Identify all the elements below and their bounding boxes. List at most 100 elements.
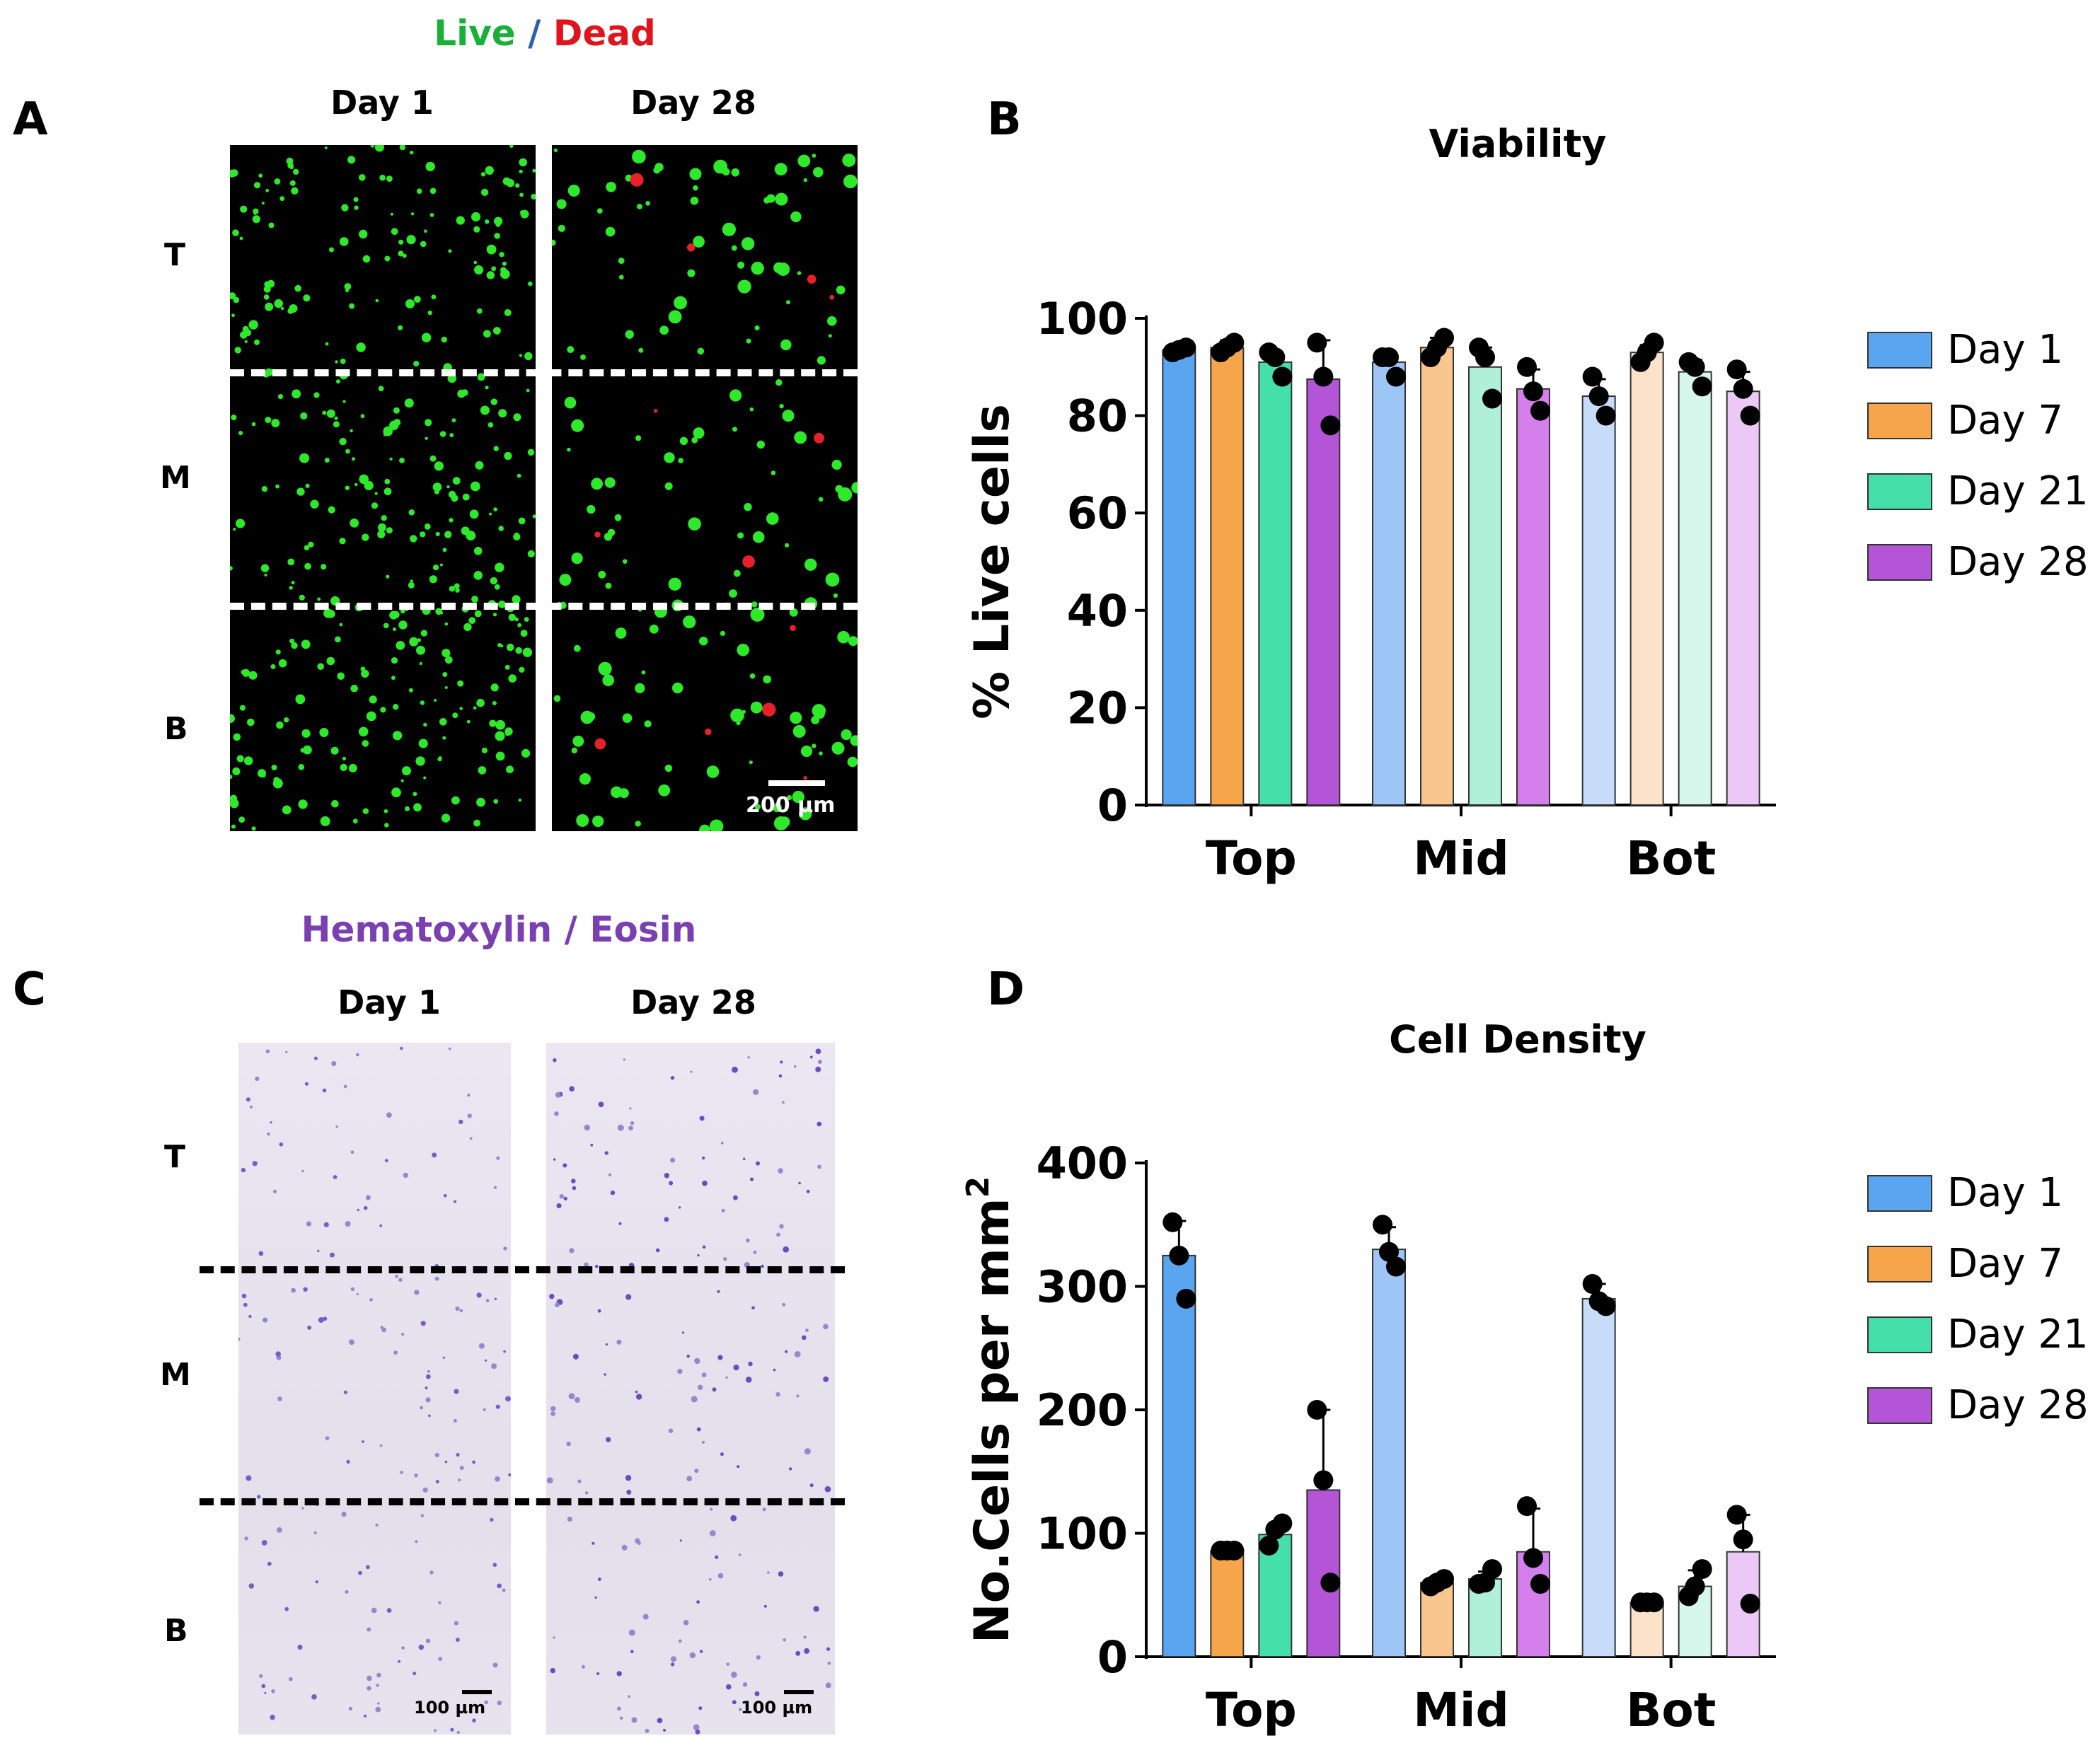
cell-dot: [425, 161, 435, 172]
cell-dot: [362, 740, 369, 747]
cell-dot: [376, 1684, 379, 1687]
cell-dot: [379, 1224, 383, 1227]
cell-dot: [811, 715, 820, 724]
cell-dot: [605, 226, 616, 237]
cell-dot: [261, 202, 265, 205]
cell-dot: [518, 798, 522, 802]
cell-dot: [827, 1662, 831, 1665]
cell-dot: [807, 274, 817, 284]
cell-dot: [329, 1252, 335, 1258]
cell-dot: [762, 1507, 766, 1512]
cell-dot: [467, 1113, 472, 1118]
cell-dot: [449, 518, 454, 523]
cell-dot: [800, 745, 813, 758]
cell-dot: [663, 1728, 666, 1732]
cell-dot: [350, 1150, 354, 1154]
data-point: [1427, 1573, 1447, 1593]
cell-dot: [606, 1437, 611, 1442]
cell-dot: [681, 1331, 685, 1334]
cell-dot: [241, 1293, 247, 1299]
cell-dot: [258, 769, 266, 778]
cell-dot: [515, 647, 522, 654]
cell-dot: [463, 623, 472, 632]
cell-dot: [379, 1444, 383, 1447]
cell-dot: [726, 1662, 729, 1666]
cell-dot: [738, 1553, 742, 1556]
cell-dot: [636, 1394, 642, 1400]
cell-dot: [809, 1483, 814, 1488]
cell-dot: [812, 743, 817, 748]
cell-dot: [782, 1303, 786, 1307]
cell-dot: [792, 724, 806, 738]
cell-dot: [732, 427, 737, 432]
cell-dot: [498, 526, 504, 531]
cell-dot: [577, 1479, 582, 1483]
cell-dot: [363, 1205, 368, 1210]
y-tick-label: 100: [1037, 293, 1128, 345]
cell-dot: [289, 165, 294, 170]
cell-dot: [379, 174, 386, 181]
cell-dot: [690, 1070, 693, 1073]
cell-dot: [572, 1353, 579, 1360]
c-col-day1: Day 1: [338, 983, 441, 1021]
cell-dot: [234, 347, 241, 354]
cell-dot: [452, 712, 458, 719]
cell-dot: [618, 788, 629, 799]
data-point: [1685, 1576, 1705, 1597]
cell-dot: [645, 201, 650, 206]
cell-dot: [513, 413, 521, 422]
cell-dot: [467, 1093, 471, 1097]
cell-dot: [695, 1729, 700, 1735]
y-tick-label: 60: [1067, 487, 1128, 539]
cell-dot: [469, 509, 479, 519]
cell-dot: [737, 532, 744, 539]
cell-dot: [452, 477, 461, 485]
cell-dot: [459, 707, 463, 710]
cell-dot: [295, 694, 306, 705]
cell-dot: [335, 1125, 338, 1128]
cell-dot: [367, 1686, 371, 1691]
cell-dot: [272, 778, 283, 789]
cell-dot: [657, 1718, 663, 1724]
cell-dot: [746, 1238, 750, 1243]
cell-dot: [286, 157, 294, 165]
cell-dot: [369, 695, 377, 704]
cell-dot: [244, 756, 253, 765]
cell-dot: [843, 174, 858, 189]
cell-dot: [817, 1164, 821, 1169]
cell-dot: [276, 721, 284, 729]
cell-dot: [274, 178, 281, 185]
cell-dot: [693, 1724, 700, 1731]
cell-dot: [731, 245, 737, 251]
cell-dot: [556, 199, 567, 209]
cell-dot: [793, 1065, 797, 1068]
cell-dot: [851, 482, 858, 494]
cell-dot: [794, 1351, 801, 1357]
cell-dot: [576, 814, 589, 827]
cell-dot: [375, 1523, 379, 1527]
cell-dot: [410, 151, 414, 155]
cell-dot: [694, 1357, 700, 1365]
cell-dot: [275, 1351, 281, 1357]
cell-dot: [362, 255, 371, 263]
cell-dot: [303, 1287, 308, 1292]
cell-dot: [749, 760, 753, 765]
cell-dot: [364, 1714, 367, 1718]
cell-dot: [495, 751, 505, 761]
cell-dot: [493, 327, 501, 335]
cell-dot: [448, 1047, 451, 1050]
cell-dot: [362, 808, 369, 814]
cell-dot: [492, 1662, 498, 1668]
data-point: [1582, 366, 1603, 387]
cell-dot: [619, 1716, 623, 1720]
cell-dot: [425, 1397, 431, 1403]
cell-dot: [804, 1648, 810, 1654]
cell-dot: [323, 1222, 329, 1227]
data-point: [1373, 1215, 1392, 1235]
cell-dot: [277, 394, 284, 400]
cell-dot: [506, 643, 514, 652]
cell-dot: [554, 1111, 559, 1116]
cell-dot: [670, 1157, 676, 1163]
cell-dot: [623, 1058, 625, 1061]
cell-dot: [422, 1487, 428, 1493]
